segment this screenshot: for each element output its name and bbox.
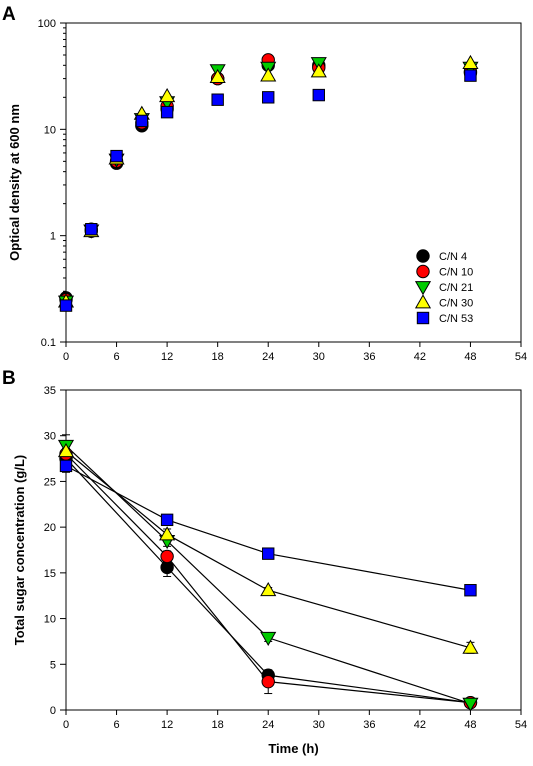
x-tick-label: 12 xyxy=(161,719,173,731)
data-point xyxy=(159,87,176,103)
data-point xyxy=(57,443,75,458)
x-tick-label: 30 xyxy=(313,719,325,731)
y-tick-label: 15 xyxy=(44,568,56,580)
x-tick-label: 18 xyxy=(212,719,224,731)
legend-label: C/N 10 xyxy=(439,267,473,279)
series-line xyxy=(65,445,471,705)
data-point xyxy=(260,67,277,82)
x-tick-label: 24 xyxy=(262,719,274,731)
y-tick-label: 35 xyxy=(44,385,56,397)
data-point xyxy=(312,88,325,102)
data-point xyxy=(159,526,176,541)
data-point xyxy=(262,91,275,104)
data-point xyxy=(464,69,477,82)
legend-label: C/N 53 xyxy=(439,313,473,325)
panel-a-label: A xyxy=(2,4,16,25)
data-point xyxy=(261,674,275,689)
x-tick-label: 36 xyxy=(363,719,375,731)
x-tick-label: 54 xyxy=(515,351,527,363)
series-line xyxy=(65,465,471,591)
x-tick-label: 54 xyxy=(515,719,527,731)
data-point xyxy=(260,582,277,597)
y-tick-label: 20 xyxy=(44,522,56,534)
y-tick-label: 25 xyxy=(44,476,56,488)
x-tick-label: 42 xyxy=(414,351,426,363)
legend-label: C/N 21 xyxy=(439,282,473,294)
data-point xyxy=(160,105,174,119)
y-tick-label: 10 xyxy=(44,614,56,626)
data-point xyxy=(160,513,174,527)
y-axis-title: Total sugar concentration (g/L) xyxy=(12,455,27,645)
data-point xyxy=(462,54,479,69)
x-tick-label: 18 xyxy=(212,351,224,363)
y-tick-label: 10 xyxy=(44,124,56,136)
x-tick-label: 42 xyxy=(414,719,426,731)
data-point xyxy=(209,68,226,83)
legend-label: C/N 30 xyxy=(439,298,473,310)
data-point xyxy=(110,149,123,163)
data-point xyxy=(462,697,479,712)
data-point xyxy=(310,63,327,78)
plot-frame xyxy=(65,389,522,711)
x-tick-label: 36 xyxy=(363,351,375,363)
x-tick-label: 30 xyxy=(313,351,325,363)
legend-marker xyxy=(416,264,430,279)
data-point xyxy=(160,549,174,564)
panel-a-chart: 0 6 12 18 24 30 36 42 48 54 0.1 1 10 100 Optical densi… xyxy=(7,18,527,363)
y-tick-label: 0 xyxy=(50,705,56,717)
data-point xyxy=(59,459,73,473)
x-tick-label: 0 xyxy=(63,719,69,731)
x-tick-label: 6 xyxy=(113,351,119,363)
x-tick-label: 24 xyxy=(262,351,274,363)
x-axis-title: Time (h) xyxy=(268,741,318,756)
data-point xyxy=(462,639,479,654)
y-tick-label: 30 xyxy=(44,431,56,443)
y-tick-label: 0.1 xyxy=(41,337,56,349)
x-tick-label: 0 xyxy=(63,351,69,363)
panel-b-label: B xyxy=(2,368,16,389)
legend-label: C/N 4 xyxy=(439,251,467,263)
x-tick-label: 48 xyxy=(464,719,476,731)
legend-marker xyxy=(416,311,430,325)
data-point xyxy=(262,547,275,560)
panel-b-chart: 0 6 12 18 24 30 36 42 48 54 0 5 10 15 20 25 30 35 Total su… xyxy=(12,385,527,756)
x-tick-label: 48 xyxy=(464,351,476,363)
data-point xyxy=(260,631,277,646)
y-tick-label: 100 xyxy=(38,18,56,30)
x-tick-label: 6 xyxy=(113,719,119,731)
plot-frame xyxy=(65,22,522,343)
data-point xyxy=(85,223,98,236)
legend-marker xyxy=(414,294,432,309)
y-axis-title: Optical density at 600 nm xyxy=(7,104,22,261)
data-point xyxy=(464,584,477,597)
y-tick-label: 1 xyxy=(50,231,56,243)
x-tick-label: 12 xyxy=(161,351,173,363)
data-point xyxy=(135,114,149,128)
y-tick-label: 5 xyxy=(50,659,56,671)
legend-marker xyxy=(414,281,432,296)
data-point xyxy=(211,93,224,106)
legend-marker xyxy=(416,249,430,263)
series-line xyxy=(65,453,471,704)
series-line xyxy=(65,458,471,704)
data-point xyxy=(59,299,73,312)
